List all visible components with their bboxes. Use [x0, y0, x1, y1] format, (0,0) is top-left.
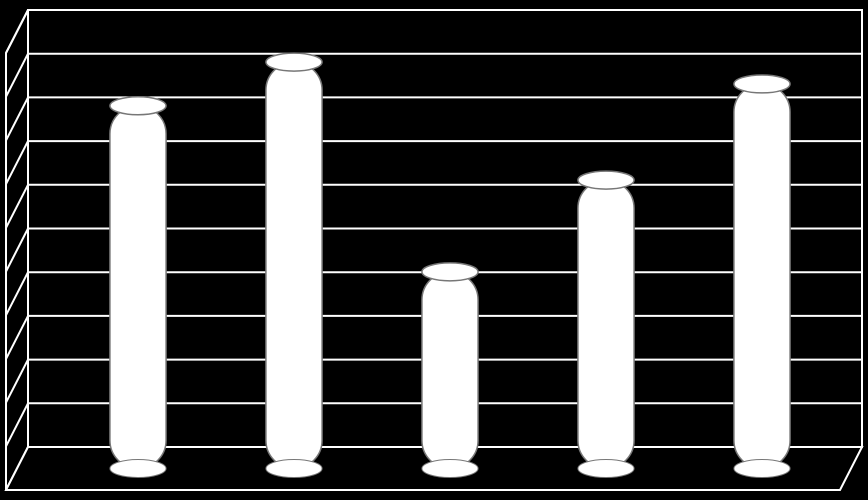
bar-B	[266, 53, 322, 477]
bar-A	[110, 97, 166, 478]
bar-chart-3d	[0, 0, 868, 500]
bar-D	[578, 171, 634, 477]
bar-E	[734, 75, 790, 478]
chart-svg	[0, 0, 868, 500]
bar-C	[422, 263, 478, 478]
